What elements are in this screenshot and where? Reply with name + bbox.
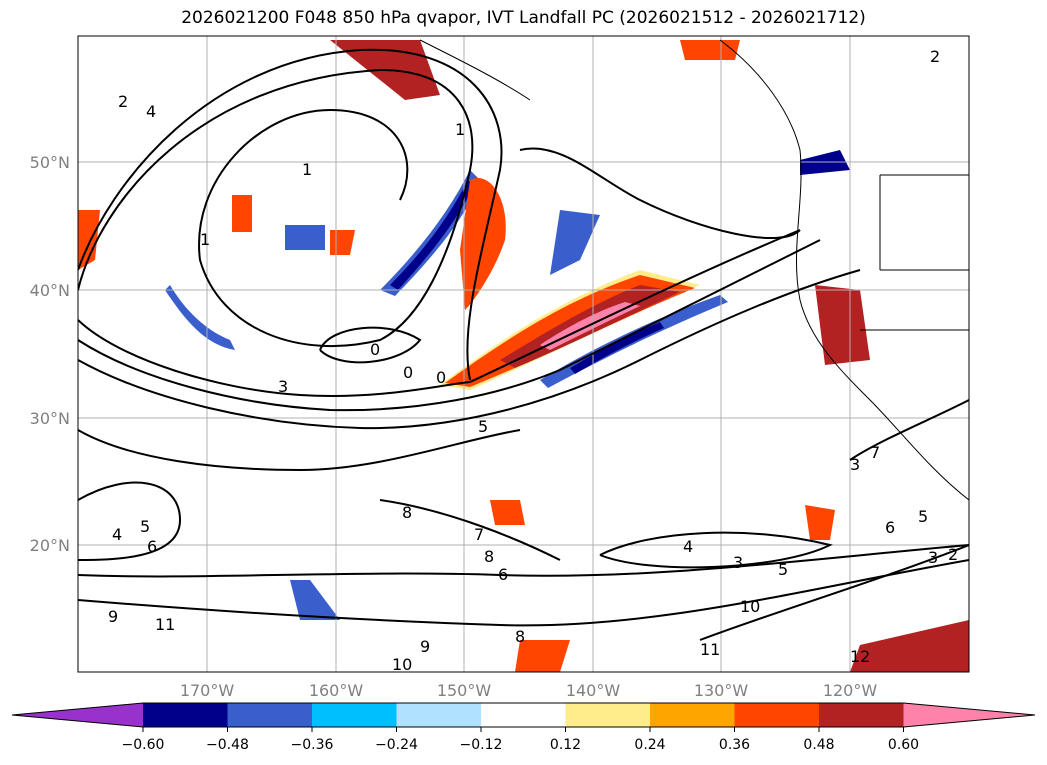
contour-labels: 2 4 1 1 1 0 0 0 3 5 8 7 8 6 4 3 5 10 11 …	[108, 47, 958, 674]
contour-label: 4	[683, 537, 693, 556]
lon-label: 140°W	[566, 681, 621, 700]
lon-label: 130°W	[694, 681, 749, 700]
contour-label: 1	[302, 160, 312, 179]
contour-label: 8	[515, 627, 525, 646]
colorbar-tick-label: −0.48	[206, 737, 249, 753]
coastline	[419, 39, 969, 501]
colorbar-tick-label: −0.60	[122, 737, 165, 753]
contour-label: 5	[778, 560, 788, 579]
colorbar-bin	[565, 703, 651, 727]
lon-label: 170°W	[180, 681, 235, 700]
contour-label: 8	[484, 547, 494, 566]
colorbar-tick-label: 0.36	[719, 737, 750, 753]
contour-label: 10	[392, 655, 412, 674]
lon-label: 160°W	[309, 681, 364, 700]
colorbar-bin	[819, 703, 904, 727]
colorbar-tick-label: 0.12	[550, 737, 581, 753]
lat-label: 50°N	[30, 153, 70, 172]
contour-label: 2	[948, 545, 958, 564]
contour-label: 8	[402, 503, 412, 522]
map-plot-area: 2 4 1 1 1 0 0 0 3 5 8 7 8 6 4 3 5 10 11 …	[78, 36, 969, 674]
colorbar-bin	[143, 703, 228, 727]
colorbar-tick-label: −0.36	[291, 737, 334, 753]
contour-label: 3	[278, 377, 288, 396]
colorbar-tick-label: −0.12	[460, 737, 503, 753]
contour-label: 12	[850, 647, 870, 666]
contour-label: 2	[118, 92, 128, 111]
colorbar-tick-label: 0.48	[803, 737, 834, 753]
colorbar-bin	[734, 703, 820, 727]
contour-label: 2	[930, 47, 940, 66]
contour-label: 7	[474, 525, 484, 544]
lat-label: 30°N	[30, 409, 70, 428]
lat-label: 20°N	[30, 536, 70, 555]
contour-label: 11	[155, 615, 175, 634]
colorbar-bin	[650, 703, 735, 727]
lon-labels: 170°W 160°W 150°W 140°W 130°W 120°W	[180, 681, 878, 700]
contour-label: 5	[918, 507, 928, 526]
colorbar-bin	[396, 703, 482, 727]
contour-label: 3	[928, 548, 938, 567]
contour-label: 6	[498, 565, 508, 584]
colorbar: −0.60 −0.48 −0.36 −0.24 −0.12 0.12 0.24 0.36 0.4…	[11, 702, 1036, 753]
contour-label: 6	[147, 537, 157, 556]
colorbar-bin	[227, 703, 313, 727]
colorbar-extend-high	[903, 703, 1035, 727]
lon-label: 150°W	[437, 681, 492, 700]
colorbar-tick-label: −0.24	[375, 737, 418, 753]
colorbar-bin	[312, 703, 397, 727]
map-frame	[77, 35, 970, 673]
contour-label: 4	[146, 102, 156, 121]
contour-label: 0	[403, 363, 413, 382]
contour-label: 1	[200, 230, 210, 249]
ivt-contours	[78, 48, 969, 641]
contour-label: 3	[850, 455, 860, 474]
contour-label: 9	[108, 607, 118, 626]
contour-label: 0	[370, 340, 380, 359]
contour-label: 4	[112, 525, 122, 544]
chart-title: 2026021200 F048 850 hPa qvapor, IVT Land…	[181, 8, 866, 28]
contour-label: 6	[885, 518, 895, 537]
contour-label: 1	[455, 120, 465, 139]
colorbar-tick-label: 0.24	[634, 737, 665, 753]
contour-label: 11	[700, 640, 720, 659]
colorbar-extend-low	[12, 703, 143, 727]
lat-label: 40°N	[30, 281, 70, 300]
colorbar-bin	[481, 703, 566, 727]
contour-label: 9	[420, 637, 430, 656]
contour-label: 7	[870, 443, 880, 462]
colorbar-tick-label: 0.60	[888, 737, 919, 753]
contour-label: 5	[478, 417, 488, 436]
contour-label: 10	[740, 597, 760, 616]
contour-label: 3	[733, 553, 743, 572]
contour-label: 0	[436, 368, 446, 387]
lat-labels: 50°N 40°N 30°N 20°N	[30, 153, 70, 555]
lon-label: 120°W	[823, 681, 878, 700]
contour-label: 5	[140, 517, 150, 536]
